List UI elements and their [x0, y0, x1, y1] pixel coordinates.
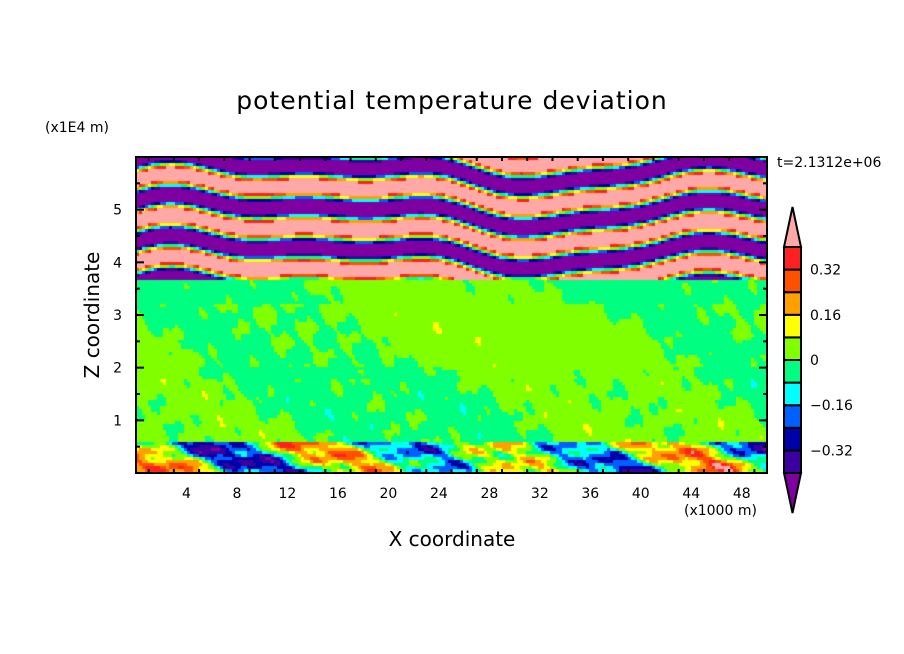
y-tick-label: 4 [113, 255, 122, 271]
y-tick-label: 1 [113, 413, 122, 429]
colorbar-box [783, 291, 802, 316]
y-tick-label: 2 [113, 361, 122, 377]
time-label: t=2.1312e+06 [777, 155, 882, 171]
x-tick-label: 24 [430, 486, 448, 502]
colorbar-box [783, 359, 802, 384]
colorbar-label: 0 [810, 353, 819, 369]
x-axis-label: X coordinate [388, 527, 516, 551]
colorbar-box [783, 246, 802, 271]
x-tick-label: 16 [329, 486, 347, 502]
contour-field [136, 157, 767, 473]
colorbar-box [783, 336, 802, 361]
plot-frame [135, 156, 768, 474]
colorbar-box [783, 268, 802, 294]
y-tick-label: 5 [113, 203, 122, 219]
x-tick-label: 8 [232, 486, 241, 502]
colorbar-label: 0.16 [810, 308, 841, 324]
y-axis-unit: (x1E4 m) [45, 120, 109, 136]
x-tick-label: 20 [379, 486, 397, 502]
x-tick-label: 28 [480, 486, 498, 502]
x-tick-label: 44 [682, 486, 700, 502]
colorbar-under-triangle [782, 472, 803, 514]
colorbar-box [783, 404, 802, 429]
colorbar-label: −0.16 [810, 398, 853, 414]
chart-title: potential temperature deviation [236, 86, 668, 115]
colorbar-label: 0.32 [810, 263, 841, 279]
x-tick-label: 4 [182, 486, 191, 502]
x-tick-label: 48 [733, 486, 751, 502]
x-tick-label: 36 [581, 486, 599, 502]
colorbar-box [783, 449, 802, 474]
colorbar-box [783, 426, 802, 452]
colorbar-box [783, 381, 802, 407]
x-tick-label: 40 [632, 486, 650, 502]
colorbar-over-triangle [782, 206, 803, 248]
colorbar-label: −0.32 [810, 443, 853, 459]
x-tick-label: 12 [279, 486, 297, 502]
x-axis-unit: (x1000 m) [684, 503, 757, 519]
y-tick-label: 3 [113, 308, 122, 324]
colorbar-box [783, 313, 802, 339]
x-tick-label: 32 [531, 486, 549, 502]
